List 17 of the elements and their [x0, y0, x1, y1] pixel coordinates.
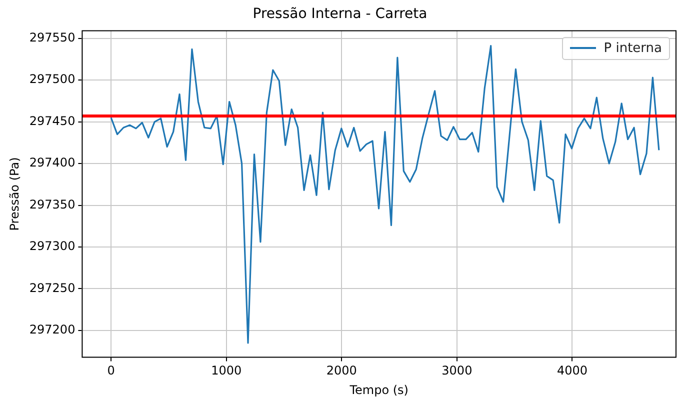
- y-tick-label: 297450: [29, 114, 76, 128]
- y-tick-label: 297300: [29, 239, 76, 254]
- x-axis-title: Tempo (s): [348, 382, 408, 397]
- y-tick-label: 297250: [29, 280, 76, 295]
- y-tick-label: 297550: [29, 30, 76, 44]
- y-axis-title: Pressão (Pa): [7, 157, 22, 231]
- x-tick-label: 1000: [211, 364, 242, 378]
- x-tick-label: 4000: [556, 364, 588, 378]
- legend-label: P interna: [604, 40, 662, 56]
- y-tick-label: 297200: [29, 322, 76, 337]
- x-tick-label: 3000: [442, 364, 472, 378]
- chart-title: Pressão Interna - Carreta: [252, 6, 428, 22]
- x-tick-label: 2000: [326, 364, 357, 378]
- y-tick-label: 297350: [29, 197, 76, 212]
- y-tick-label: 297400: [29, 156, 76, 170]
- y-tick-label: 297500: [29, 72, 76, 86]
- x-tick-label: 0: [107, 364, 115, 378]
